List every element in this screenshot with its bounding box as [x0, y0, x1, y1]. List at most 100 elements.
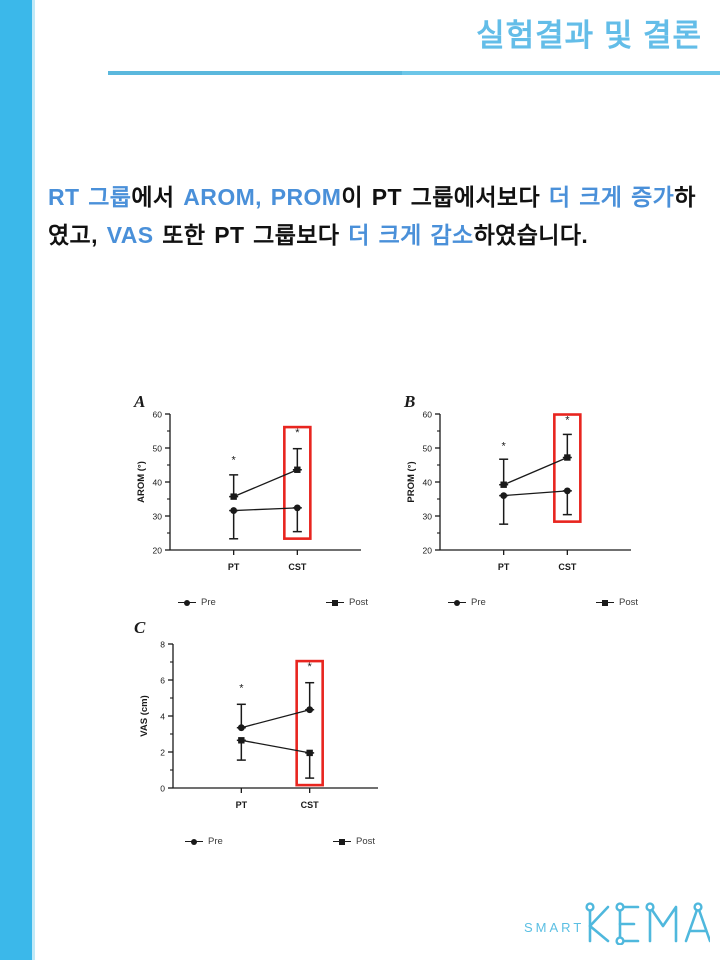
body-segment: 이 PT 그룹에서보다 [341, 184, 549, 210]
series-line [233, 507, 298, 512]
legend-item-post: Post [332, 836, 375, 847]
data-point-circle [230, 507, 238, 514]
chart-panel-b: B 20 30 40 50 60 PT CST * * PROM (°) [398, 392, 638, 582]
y-axis-title: VAS (cm) [139, 695, 150, 737]
y-tick-label: 0 [160, 783, 165, 793]
logo-smart-text: SMART [524, 920, 585, 935]
y-tick-label: 50 [153, 443, 163, 453]
legend-marker-pre-icon [185, 838, 203, 845]
chart-b-canvas: 20 30 40 50 60 PT CST * * PROM (°) [406, 409, 631, 572]
footer-logo: SMART [520, 893, 712, 946]
chart-panel-a: A 20 30 40 50 60 PT CST * * AROM (°) [128, 392, 368, 582]
y-tick-label: 30 [423, 511, 433, 521]
panel-letter-c: C [134, 618, 146, 637]
body-segment: 더 크게 감소 [348, 222, 474, 248]
data-point-square [306, 749, 313, 757]
y-tick-label: 2 [160, 747, 165, 757]
y-tick-label: 60 [423, 409, 433, 419]
significance-asterisk: * [565, 415, 570, 427]
data-point-circle [500, 492, 508, 499]
y-axis-title: AROM (°) [136, 461, 147, 503]
series-line [233, 469, 298, 498]
body-segment: 하였습니다. [473, 222, 589, 248]
y-tick-label: 20 [153, 545, 163, 555]
legend-label-post: Post [355, 836, 375, 847]
body-segment: VAS [106, 222, 154, 248]
legend-marker-post-icon [595, 599, 614, 606]
panel-letter-b: B [404, 392, 416, 411]
data-point-square [238, 737, 245, 744]
x-tick-label: CST [558, 562, 577, 572]
body-segment: 더 크게 증가 [548, 184, 675, 210]
significance-asterisk: * [232, 454, 237, 466]
x-tick-label: CST [301, 800, 320, 810]
page-title: 실험결과 및 결론 [476, 18, 702, 53]
data-point-circle [237, 724, 245, 732]
y-tick-label: 40 [153, 477, 163, 487]
data-point-circle [306, 706, 314, 714]
x-tick-label: PT [236, 800, 248, 810]
chart-panel-c: C 0 2 4 6 8 PT CST * * VAS (cm) [128, 618, 388, 818]
legend-label-pre: Pre [208, 836, 223, 847]
significance-highlight-box [553, 413, 582, 523]
logo-kema-mark-icon [585, 902, 712, 946]
y-tick-label: 40 [423, 477, 433, 487]
chart-c-canvas: 0 2 4 6 8 PT CST * * VAS (cm) [139, 639, 378, 810]
x-tick-label: CST [288, 562, 307, 572]
body-segment: AROM, PROM [183, 184, 342, 210]
legend-marker-pre-icon [178, 599, 196, 606]
y-tick-label: 50 [423, 443, 433, 453]
y-axis-title: PROM (°) [406, 461, 417, 502]
legend-item-pre: Pre [185, 836, 223, 847]
chart-b-legend: Pre Post [448, 597, 638, 608]
x-tick-label: PT [498, 562, 510, 572]
y-tick-label: 6 [160, 675, 165, 685]
significance-asterisk: * [308, 661, 313, 673]
y-tick-label: 20 [423, 545, 433, 555]
body-paragraph: RT 그룹에서 AROM, PROM이 PT 그룹에서보다 더 크게 증가하였고… [48, 178, 708, 254]
legend-marker-pre-icon [448, 599, 466, 606]
legend-marker-post-icon [332, 838, 351, 845]
significance-highlight-box [295, 659, 324, 787]
data-point-square [230, 493, 237, 500]
series-line [241, 709, 310, 729]
left-accent-strip-edge [32, 0, 35, 960]
data-point-square [294, 466, 301, 473]
legend-marker-post-icon [325, 599, 344, 606]
panel-letter-a: A [134, 392, 146, 411]
data-point-square [500, 481, 507, 488]
series-line [241, 739, 310, 754]
chart-a-canvas: 20 30 40 50 60 PT CST * * AROM (°) [136, 409, 361, 572]
data-point-circle [563, 487, 571, 495]
left-accent-strip [0, 0, 32, 960]
chart-c-legend: Pre Post [185, 836, 375, 847]
significance-asterisk: * [239, 683, 244, 695]
data-point-square [564, 454, 571, 461]
y-tick-label: 8 [160, 639, 165, 649]
significance-highlight-box [283, 425, 312, 540]
data-point-circle [293, 504, 301, 512]
title-divider [108, 71, 720, 75]
legend-item-post: Post [595, 597, 638, 608]
legend-item-pre: Pre [178, 597, 216, 608]
significance-asterisk: * [502, 440, 507, 452]
y-tick-label: 4 [160, 711, 165, 721]
series-line [503, 490, 568, 497]
series-line [503, 456, 568, 486]
y-tick-label: 60 [153, 409, 163, 419]
chart-a-legend: Pre Post [178, 597, 368, 608]
legend-item-pre: Pre [448, 597, 486, 608]
body-segment: 에서 [131, 184, 184, 210]
legend-label-pre: Pre [471, 597, 486, 608]
body-segment: 하였고, [48, 184, 696, 248]
legend-label-post: Post [618, 597, 638, 608]
legend-label-post: Post [348, 597, 368, 608]
slide-header: 실험결과 및 결론 [0, 0, 720, 78]
significance-asterisk: * [295, 427, 300, 439]
legend-label-pre: Pre [201, 597, 216, 608]
body-segment: 또한 PT 그룹보다 [153, 222, 349, 248]
body-segment: RT 그룹 [48, 184, 132, 210]
x-tick-label: PT [228, 562, 240, 572]
legend-item-post: Post [325, 597, 368, 608]
y-tick-label: 30 [153, 511, 163, 521]
